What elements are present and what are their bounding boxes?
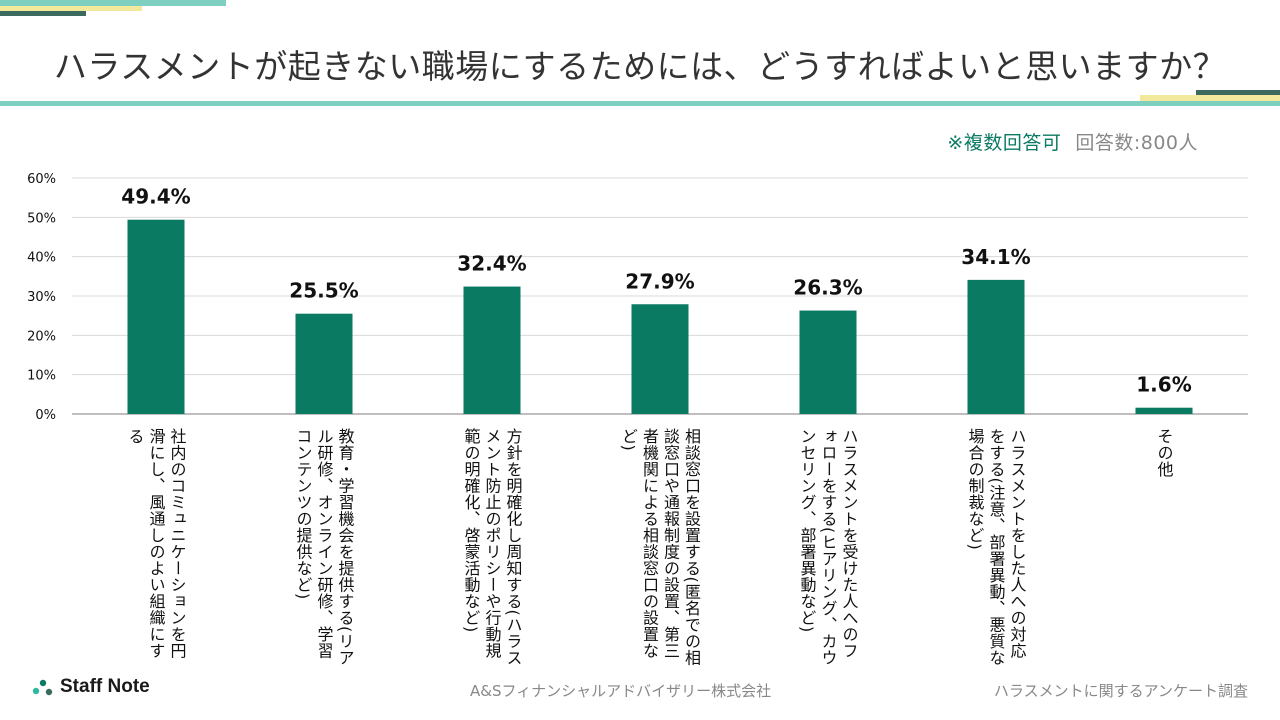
bar-chart: 0% 10% 20% 30% 40% 50% 60% 49.4% 25.5% 32.4% 27.9…: [27, 172, 1248, 423]
footer-company: A&Sフィナンシャルアドバイザリー株式会社: [470, 682, 772, 700]
category-label: 方針を明確化し周知する(ハラスメント防止のポリシーや行動規範の明確化、啓蒙活動な…: [461, 428, 523, 666]
y-axis-ticks: 0% 10% 20% 30% 40% 50% 60%: [27, 172, 56, 423]
response-info: ※複数回答可 回答数:800人: [947, 128, 1198, 155]
header-stripe-yellow: [0, 6, 142, 11]
logo-icon: [32, 679, 53, 696]
data-label: 32.4%: [457, 252, 526, 276]
bar: [631, 304, 689, 414]
category-label: ハラスメントをした人への対応をする(注意、部署異動、悪質な場合の制裁など): [965, 428, 1027, 666]
category-label: 教育・学習機会を提供する(リアル研修、オンライン研修、学習コンテンツの提供など): [293, 428, 355, 666]
staff-note-logo: Staff Note: [32, 676, 150, 698]
category-label: ハラスメントを受けた人へのフォローをする(ヒアリング、カウンセリング、部署異動な…: [797, 428, 859, 666]
bar: [463, 286, 521, 414]
category-label: その他: [1154, 428, 1174, 478]
page-title: ハラスメントが起きない職場にするためには、どうすればよいと思いますか？: [53, 47, 1227, 86]
bars: [127, 219, 1193, 414]
data-label: 27.9%: [625, 269, 694, 293]
y-tick-label: 30%: [27, 290, 56, 305]
multiple-answer-note: ※複数回答可: [947, 132, 1062, 154]
data-label: 25.5%: [289, 279, 358, 303]
y-tick-label: 10%: [27, 369, 56, 384]
category-label: 相談窓口を設置する(匿名での相談窓口や通報制度の設置、第三者機関による相談窓口の…: [619, 428, 701, 666]
divider-stripe-yellow: [1140, 95, 1280, 101]
logo-text: Staff Note: [60, 676, 150, 697]
footer-survey-title: ハラスメントに関するアンケート調査: [993, 682, 1248, 700]
y-tick-label: 50%: [27, 211, 56, 226]
bar: [295, 313, 353, 414]
header-stripe-dark: [0, 11, 86, 16]
y-tick-label: 0%: [35, 408, 56, 423]
bar: [1135, 407, 1193, 414]
y-tick-label: 60%: [27, 172, 56, 187]
divider-stripe-dark: [1196, 90, 1280, 95]
title-divider: [0, 101, 1280, 106]
header-stripe-teal: [0, 0, 226, 6]
data-label: 49.4%: [121, 185, 190, 209]
bar: [967, 279, 1025, 414]
bar: [127, 219, 185, 414]
category-label: 社内のコミュニケーションを円滑にし、風通しのよい組織にする: [125, 428, 187, 659]
bar: [799, 310, 857, 414]
data-label: 1.6%: [1136, 373, 1191, 397]
data-label: 34.1%: [961, 245, 1030, 269]
data-labels: 49.4% 25.5% 32.4% 27.9% 26.3% 34.1% 1.6%: [121, 185, 1191, 397]
respondent-count: 回答数:800人: [1075, 132, 1198, 154]
y-tick-label: 20%: [27, 329, 56, 344]
y-tick-label: 40%: [27, 251, 56, 266]
data-label: 26.3%: [793, 276, 862, 300]
